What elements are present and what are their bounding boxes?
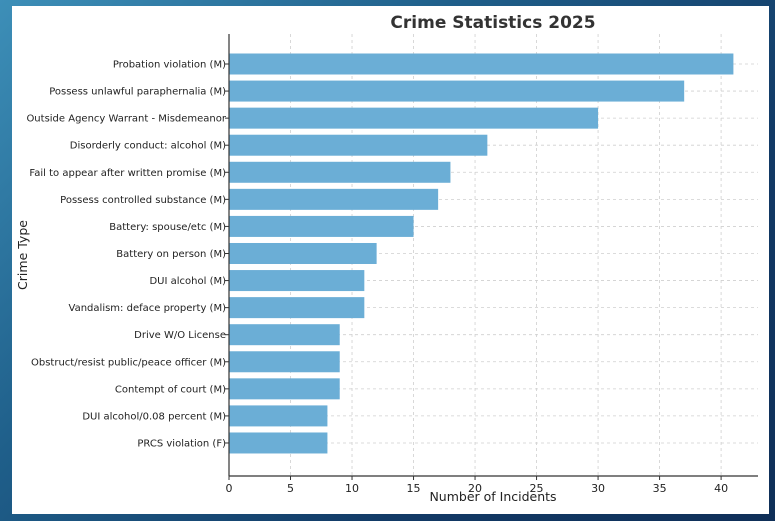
category-label: Contempt of court (M) [115, 384, 226, 395]
bar [229, 378, 340, 400]
bar [229, 242, 377, 264]
bar [229, 270, 365, 292]
bar [229, 53, 734, 75]
category-label: Drive W/O License [134, 330, 226, 341]
bar [229, 405, 328, 427]
x-tick-label: 35 [653, 482, 667, 495]
x-tick-label: 10 [345, 482, 359, 495]
x-axis-title: Number of Incidents [429, 489, 556, 504]
category-label: PRCS violation (F) [137, 438, 226, 449]
category-label: Outside Agency Warrant - Misdemeanor [26, 114, 226, 125]
category-label: Obstruct/resist public/peace officer (M) [31, 357, 226, 368]
x-tick-label: 5 [287, 482, 294, 495]
category-label: Possess unlawful paraphernalia (M) [49, 87, 226, 98]
bar [229, 80, 685, 102]
category-label: Possess controlled substance (M) [60, 195, 226, 206]
category-labels: Probation violation (M) Possess unlawful … [26, 60, 226, 450]
y-axis-title: Crime Type [15, 220, 30, 290]
bar [229, 134, 488, 156]
category-label: Vandalism: deface property (M) [69, 303, 227, 314]
bar [229, 297, 365, 319]
category-label: Disorderly conduct: alcohol (M) [70, 141, 226, 152]
x-tick-label: 40 [714, 482, 728, 495]
grid-lines [228, 34, 758, 476]
chart-panel: Crime Statistics 2025 Number of Incident… [12, 6, 769, 514]
category-label: DUI alcohol (M) [149, 276, 226, 287]
bar [229, 351, 340, 373]
bar [229, 215, 414, 237]
category-label: Fail to appear after written promise (M) [29, 168, 226, 179]
bars [229, 53, 734, 454]
chart-title: Crime Statistics 2025 [390, 13, 595, 33]
bar-chart: Crime Statistics 2025 Number of Incident… [15, 13, 758, 504]
category-label: Battery: spouse/etc (M) [109, 222, 226, 233]
category-label: Battery on person (M) [116, 249, 226, 260]
x-tick-label: 30 [591, 482, 605, 495]
x-tick-label: 20 [468, 482, 482, 495]
bar [229, 188, 439, 210]
x-tick-labels: 0 5 10 15 20 25 30 35 40 [226, 482, 729, 495]
x-tick-label: 15 [407, 482, 421, 495]
bar [229, 432, 328, 454]
x-tick-label: 25 [530, 482, 544, 495]
category-label: DUI alcohol/0.08 percent (M) [82, 411, 226, 422]
bar [229, 324, 340, 346]
bar [229, 107, 599, 129]
bar [229, 161, 451, 183]
x-tick-label: 0 [226, 482, 233, 495]
axes [225, 34, 758, 480]
category-label: Probation violation (M) [113, 60, 226, 71]
